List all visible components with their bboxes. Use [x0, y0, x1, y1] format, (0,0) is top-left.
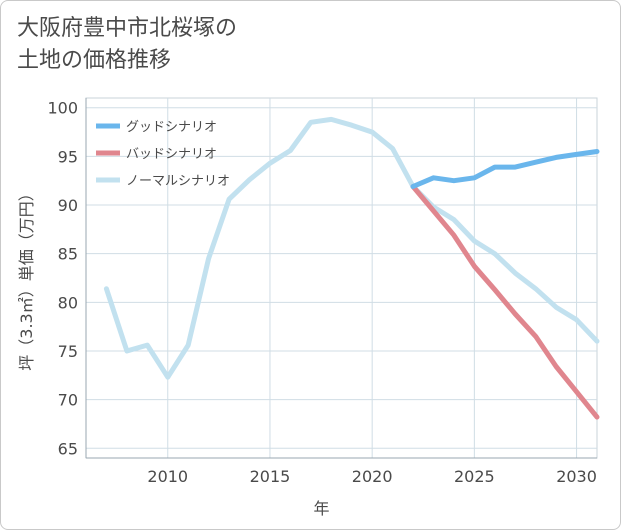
series-lines	[103, 116, 600, 420]
x-tick-label: 2010	[147, 467, 188, 486]
y-tick-label: 75	[58, 342, 78, 361]
chart-title: 大阪府豊中市北桜塚の 土地の価格推移	[17, 13, 577, 77]
y-tick-label: 65	[58, 439, 78, 458]
x-tick-label: 2015	[250, 467, 291, 486]
chart-title-line1: 大阪府豊中市北桜塚の	[17, 16, 238, 41]
y-tick-label: 80	[58, 293, 78, 312]
x-tick-label: 2030	[556, 467, 597, 486]
y-tick-label: 95	[58, 147, 78, 166]
series-line-good	[410, 149, 600, 189]
y-tick-label: 90	[58, 196, 78, 215]
y-tick-label: 85	[58, 245, 78, 264]
y-axis-label: 坪（3.3㎡）単価（万円）	[17, 185, 36, 370]
y-tick-label: 70	[58, 391, 78, 410]
x-axis-label: 年	[313, 499, 329, 518]
legend-label-good: グッドシナリオ	[126, 120, 217, 135]
plot-area	[85, 97, 598, 459]
y-tick-label: 100	[47, 99, 78, 118]
series-line-bad	[410, 184, 600, 420]
grid	[85, 97, 598, 459]
legend-label-normal: ノーマルシナリオ	[126, 174, 230, 189]
axis-labels: 年 坪（3.3㎡）単価（万円）	[17, 185, 330, 518]
axes: 65 70 75 80 85 90 95 100 2010 2015 2020 2025 2030	[47, 98, 597, 486]
x-tick-label: 2020	[352, 467, 393, 486]
series-line-normal	[103, 116, 600, 380]
chart-title-line2: 土地の価格推移	[17, 48, 172, 73]
x-tick-label: 2025	[454, 467, 495, 486]
legend-label-bad: バッドシナリオ	[126, 147, 217, 162]
